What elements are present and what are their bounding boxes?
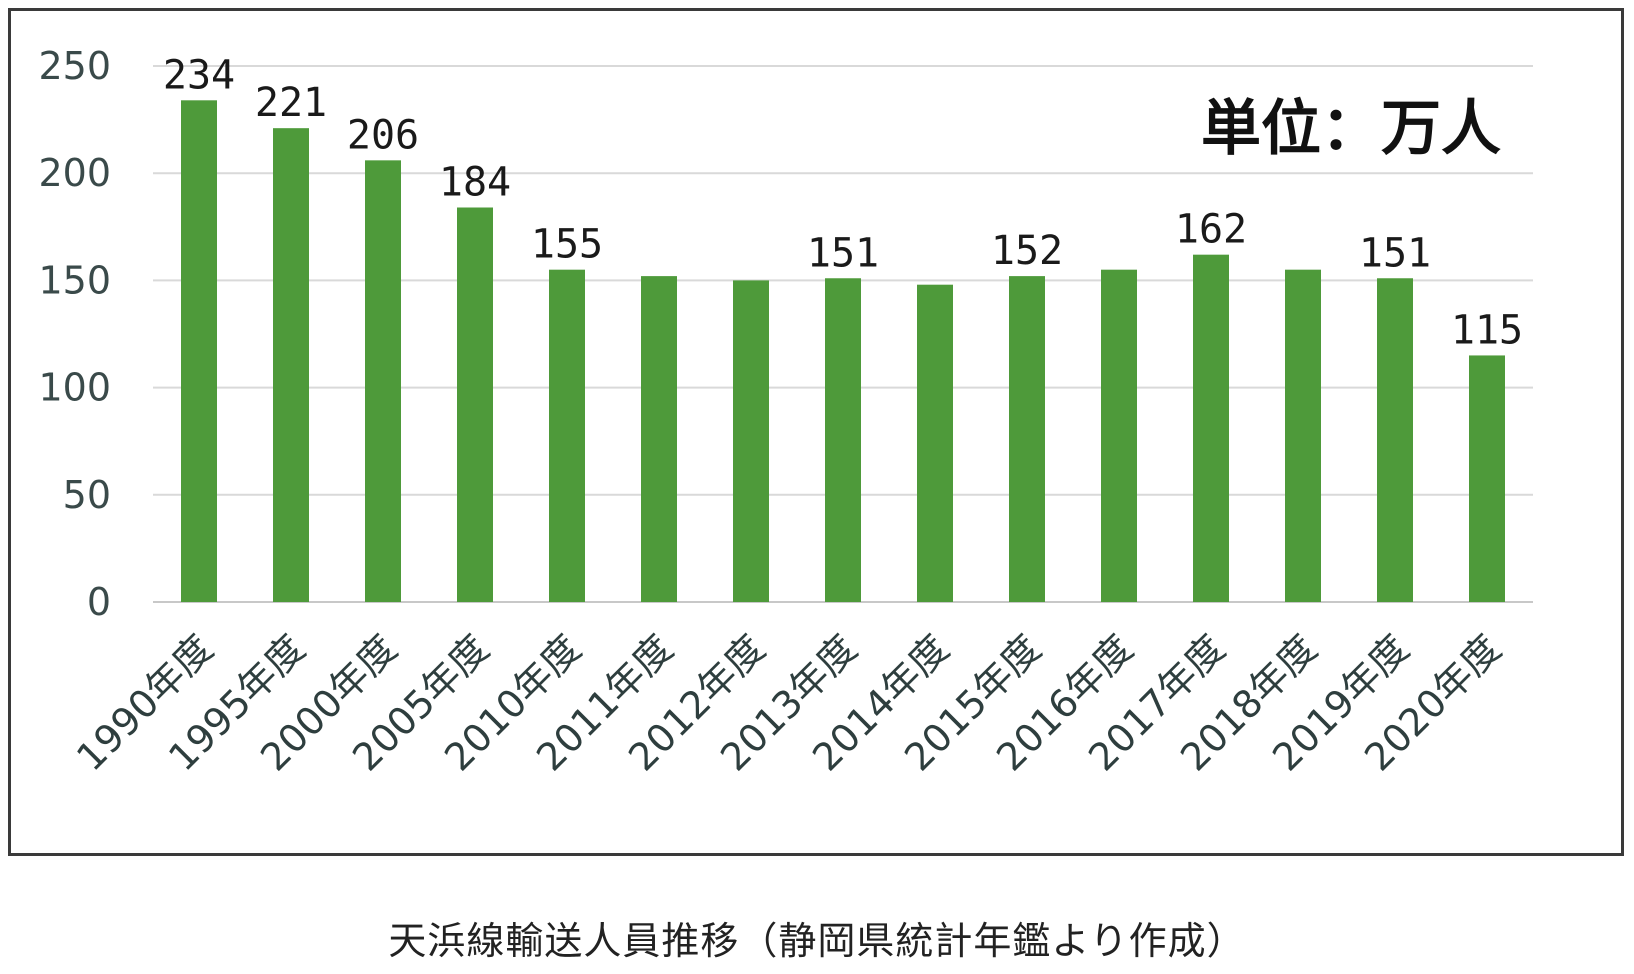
bar <box>273 128 309 602</box>
y-axis-ticks: 0 50 100 150 200 250 <box>38 44 111 624</box>
bar <box>1377 278 1413 602</box>
bar <box>825 278 861 602</box>
y-tick-label: 150 <box>38 258 111 302</box>
figure-caption: 天浜線輸送人員推移（静岡県統計年鑑より作成） <box>388 919 1246 963</box>
data-labels: 234 221 206 184 155 151 152 162 151 115 <box>163 52 1523 353</box>
bar-chart: 0 50 100 150 200 250 234 221 206 184 155 151 152 162… <box>38 44 1533 779</box>
bar <box>181 100 217 602</box>
y-tick-label: 50 <box>63 473 111 517</box>
data-label: 115 <box>1451 307 1523 353</box>
y-tick-label: 250 <box>38 44 111 88</box>
y-tick-label: 100 <box>38 366 111 410</box>
bar <box>1101 269 1137 602</box>
bar <box>1009 276 1045 602</box>
data-label: 162 <box>1175 207 1247 253</box>
bar <box>917 284 953 602</box>
bar <box>1193 254 1229 602</box>
x-axis-categories: 1990年度1995年度2000年度2005年度2010年度2011年度2012… <box>68 626 1509 779</box>
data-label: 151 <box>1359 230 1431 276</box>
data-label: 184 <box>439 160 511 206</box>
bar <box>641 276 677 602</box>
bar <box>1285 269 1321 602</box>
bar <box>365 160 401 602</box>
bar <box>733 280 769 602</box>
data-label: 151 <box>807 230 879 276</box>
data-label: 206 <box>347 112 419 158</box>
y-tick-label: 0 <box>87 580 111 624</box>
bar <box>549 269 585 602</box>
bar <box>457 207 493 602</box>
data-label: 155 <box>531 222 603 268</box>
data-label: 234 <box>163 52 235 98</box>
unit-note: 単位：万人 <box>1201 94 1501 164</box>
y-tick-label: 200 <box>38 151 111 195</box>
bar <box>1469 355 1505 602</box>
bars <box>181 100 1505 602</box>
data-label: 221 <box>255 80 327 126</box>
chart-frame: 0 50 100 150 200 250 234 221 206 184 155 151 152 162… <box>8 8 1624 856</box>
data-label: 152 <box>991 228 1063 274</box>
